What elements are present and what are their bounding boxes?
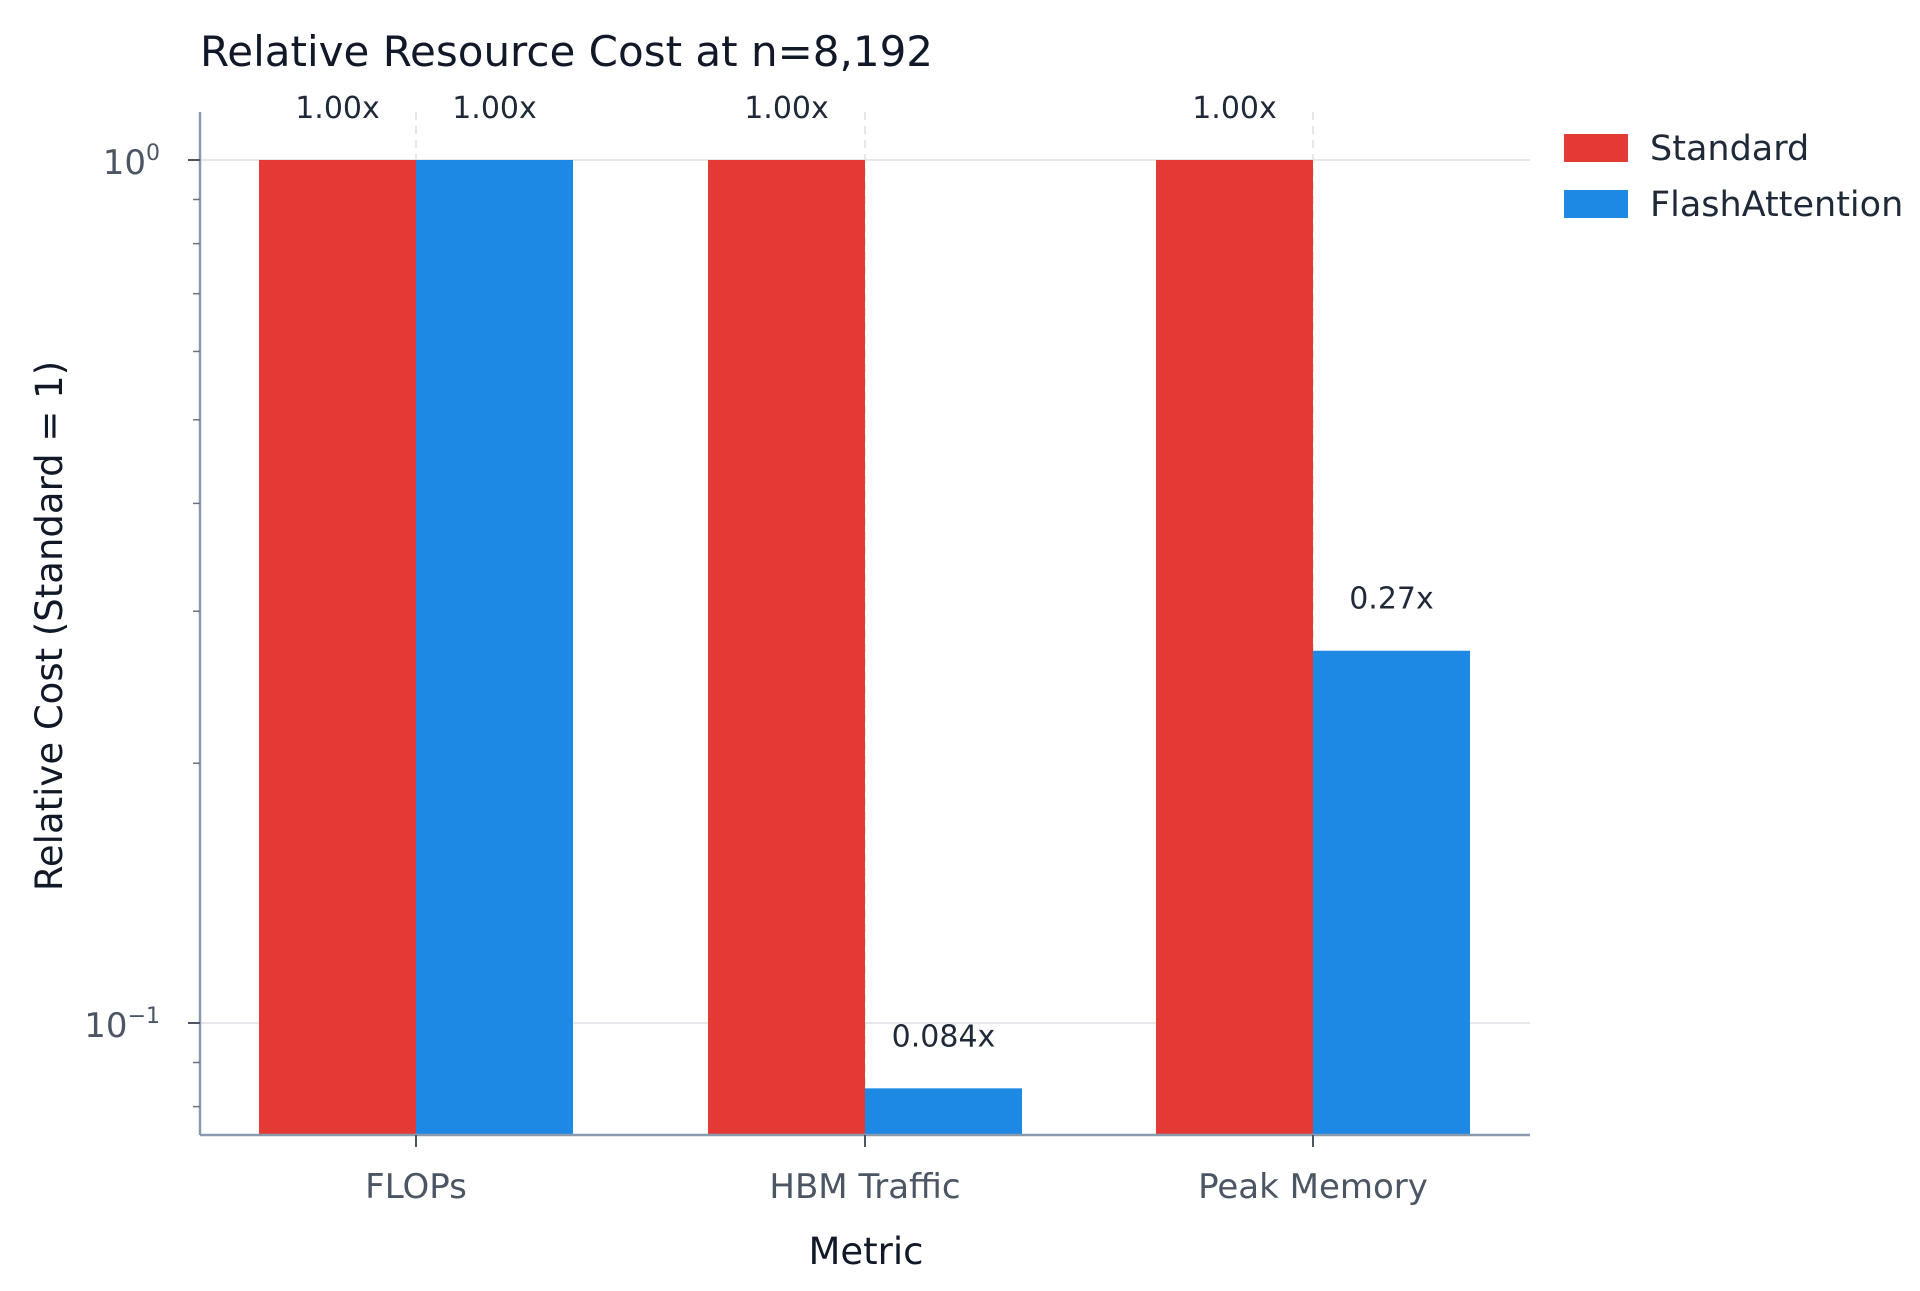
y-tick-label: 10−1: [84, 1004, 160, 1046]
x-tick-label: Peak Memory: [1198, 1167, 1428, 1207]
legend-swatch-flashattention: [1564, 190, 1628, 218]
bar-flashattention-flops: [416, 160, 573, 1135]
bar-value-label: 0.084x: [892, 1019, 996, 1054]
bar-value-label: 1.00x: [1192, 91, 1277, 126]
bar-standard-flops: [259, 160, 416, 1135]
bar-standard-hbm-traffic: [708, 160, 865, 1135]
bar-value-label: 1.00x: [452, 91, 537, 126]
bar-standard-peak-memory: [1156, 160, 1313, 1135]
y-tick-label: 100: [103, 141, 160, 183]
bars: [259, 160, 1470, 1135]
legend-label-standard: Standard: [1650, 129, 1809, 169]
chart-title: Relative Resource Cost at n=8,192: [200, 27, 933, 76]
bar-value-labels: 1.00x 1.00x 1.00x 1.00x 0.084x 0.27x: [295, 91, 1434, 1054]
y-axis-title: Relative Cost (Standard = 1): [28, 361, 71, 891]
x-axis-title: Metric: [808, 1230, 923, 1273]
axes: 100 10−1 FLOPs HBM Traffic Peak Memory: [84, 112, 1530, 1207]
bar-flashattention-hbm-traffic: [865, 1088, 1022, 1135]
x-tick-label: FLOPs: [365, 1167, 467, 1207]
legend-swatch-standard: [1564, 134, 1628, 162]
bar-value-label: 1.00x: [295, 91, 380, 126]
bar-flashattention-peak-memory: [1313, 650, 1470, 1135]
legend: Standard FlashAttention: [1564, 129, 1903, 225]
bar-value-label: 0.27x: [1349, 582, 1434, 617]
bar-value-label: 1.00x: [744, 91, 829, 126]
x-tick-label: HBM Traffic: [769, 1167, 960, 1207]
legend-label-flashattention: FlashAttention: [1650, 185, 1903, 225]
